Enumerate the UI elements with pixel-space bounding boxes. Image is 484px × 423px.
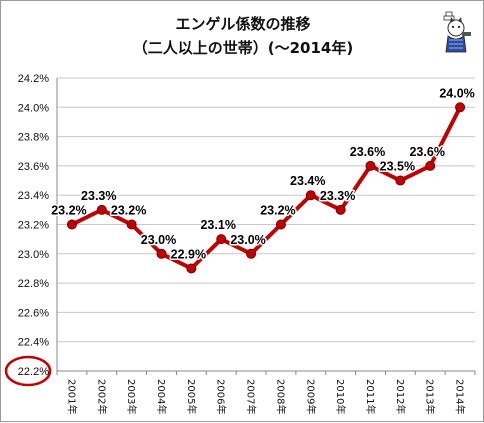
x-tick-label: 2012年 (394, 379, 407, 414)
y-tick-label: 24.0% (18, 102, 49, 114)
data-point (156, 248, 167, 259)
data-point (395, 175, 406, 186)
x-tick-label: 2004年 (155, 379, 168, 414)
data-point (275, 219, 286, 230)
data-label: 23.1% (200, 218, 235, 232)
y-tick-labels: 22.2% 22.4% 22.6% 22.8% 23.0% 23.2% 23.4% 23.6%… (18, 73, 49, 378)
data-label: 23.5% (380, 160, 415, 174)
data-label: 23.4% (290, 174, 325, 188)
x-tick-label: 2003年 (125, 379, 138, 414)
x-tick-label: 2010年 (334, 379, 347, 414)
x-tick-label: 2013年 (424, 379, 437, 414)
data-label: 22.9% (171, 247, 206, 261)
chart-title-line-1: エンゲル係数の推移 (175, 15, 310, 33)
data-point (455, 102, 466, 113)
x-tick-label: 2011年 (364, 379, 377, 414)
data-point (96, 204, 107, 215)
data-label: 23.3% (81, 189, 116, 203)
y-tick-label: 22.2% (18, 366, 49, 378)
y-tick-label: 22.4% (18, 337, 49, 349)
x-tick-label: 2008年 (274, 379, 287, 414)
chart-title-line-2: （二人以上の世帯）(～2014年) (133, 39, 353, 57)
y-tick-label: 23.4% (18, 190, 49, 202)
y-tick-label: 22.6% (18, 307, 49, 319)
y-tick-label: 24.2% (18, 73, 49, 85)
data-label: 23.2% (51, 204, 86, 218)
data-point (425, 160, 436, 171)
x-tick-labels: 2001年 2002年 2003年 2004年 2005年 2006年 2007年 2008年… (65, 379, 466, 414)
y-origin-highlight-ellipse (4, 355, 52, 387)
x-tick-label: 2014年 (454, 379, 467, 414)
data-label: 23.2% (111, 204, 146, 218)
data-label: 23.0% (230, 233, 265, 247)
data-label: 23.2% (260, 204, 295, 218)
data-point (186, 263, 197, 274)
axes (56, 78, 476, 375)
x-tick-label: 2002年 (95, 379, 108, 414)
data-label: 23.0% (141, 233, 176, 247)
x-tick-label: 2001年 (65, 379, 78, 414)
y-tick-label: 23.2% (18, 220, 49, 232)
data-label: 23.6% (409, 145, 444, 159)
data-point (305, 190, 316, 201)
grid-lines (57, 77, 475, 372)
x-tick-label: 2007年 (245, 379, 258, 414)
data-point (126, 219, 137, 230)
reporter-cat-icon (443, 11, 471, 53)
data-point (365, 160, 376, 171)
data-label: 23.3% (320, 189, 355, 203)
y-origin-highlight (4, 355, 52, 387)
data-label: 23.6% (350, 145, 385, 159)
y-tick-label: 23.8% (18, 132, 49, 144)
data-point (335, 204, 346, 215)
x-tick-label: 2006年 (215, 379, 228, 414)
x-tick-label: 2005年 (185, 379, 198, 414)
series-line (69, 105, 463, 271)
y-tick-label: 22.8% (18, 278, 49, 290)
data-point (216, 234, 227, 245)
data-label: 24.0% (439, 86, 474, 100)
data-labels: 23.2%23.3%23.2%23.0%22.9%23.1%23.0%23.2%… (50, 85, 477, 263)
data-point (246, 248, 257, 259)
y-tick-label: 23.6% (18, 161, 49, 173)
data-point (66, 219, 77, 230)
y-tick-label: 23.0% (18, 249, 49, 261)
x-tick-label: 2009年 (304, 379, 317, 414)
series-engel-coefficient (66, 102, 466, 274)
